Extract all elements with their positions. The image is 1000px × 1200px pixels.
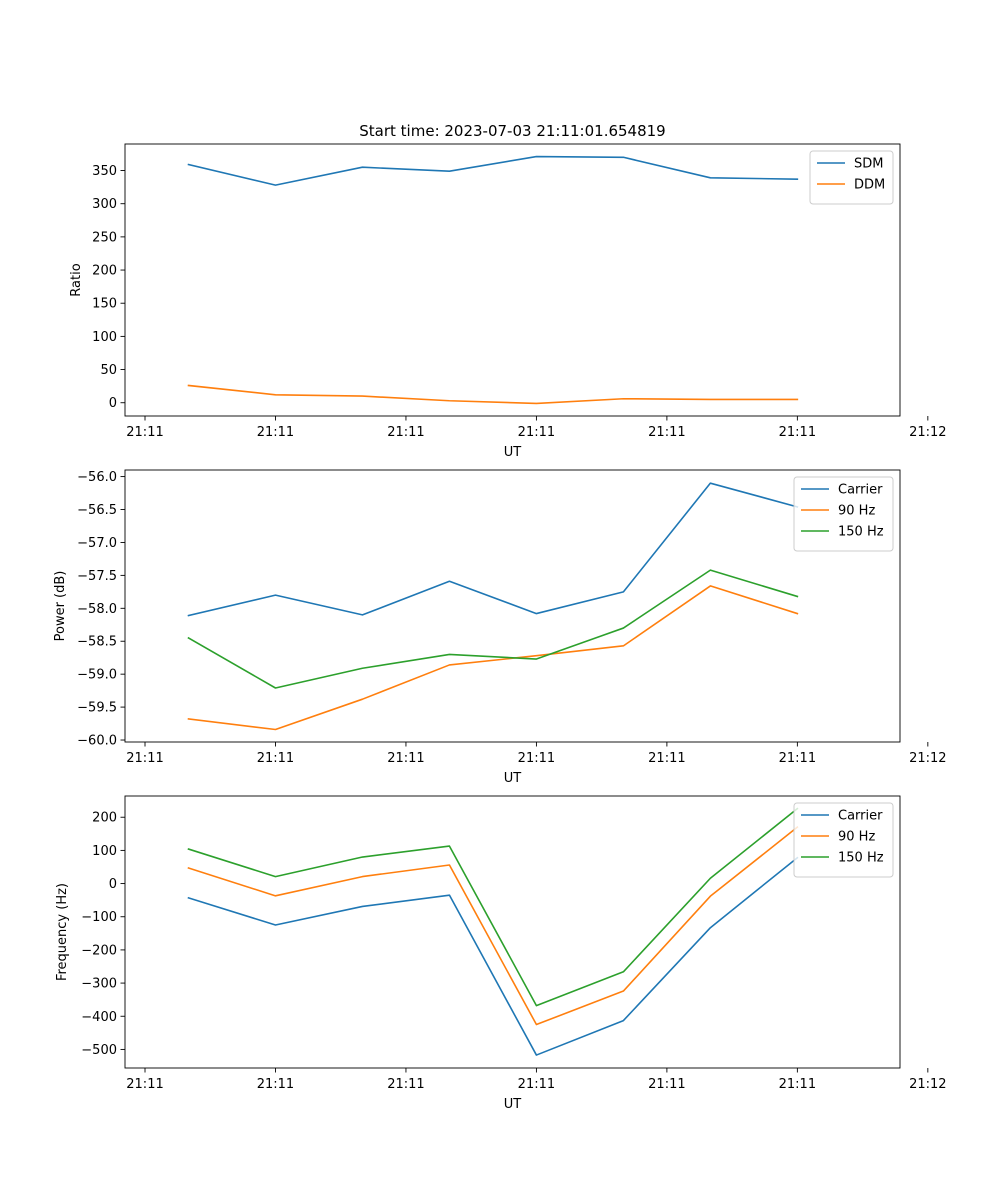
power-x-tick-label: 21:11 — [387, 751, 424, 766]
ratio-panel: 21:11 21:11 21:11 21:11 21:11 21:11 21:12 0 50 10… — [69, 143, 947, 460]
power-y-tick-label: −57.0 — [77, 536, 117, 551]
power-y-tick-label: −58.0 — [77, 602, 117, 617]
ratio-y-axis-label: Ratio — [69, 263, 84, 296]
power-panel: 21:11 21:11 21:11 21:11 21:11 21:11 21:12 −60.0… — [53, 469, 947, 786]
frequency-y-axis-label: Frequency (Hz) — [55, 883, 70, 981]
power-x-tick-label: 21:11 — [257, 751, 294, 766]
power-x-tick-label: 21:11 — [648, 751, 685, 766]
frequency-y-tick-label: 0 — [109, 877, 117, 892]
frequency-y-tick-label: −400 — [81, 1010, 117, 1025]
frequency-x-tick-label: 21:11 — [779, 1077, 816, 1092]
ratio-x-tick-label: 21:11 — [126, 425, 163, 440]
power-axes-frame — [124, 469, 901, 743]
frequency-y-tick-label: −200 — [81, 943, 117, 958]
power-y-tick-label: −60.0 — [77, 734, 117, 749]
frequency-x-tick-label: 21:11 — [126, 1077, 163, 1092]
frequency-y-tick-label: −100 — [81, 910, 117, 925]
ratio-series-line-ddm — [187, 384, 799, 405]
power-series-line-carrier — [187, 482, 799, 617]
power-x-axis-label: UT — [504, 771, 522, 786]
power-y-tick-label: −56.5 — [77, 503, 117, 518]
frequency-y-tick-label: −500 — [81, 1043, 117, 1058]
power-x-tick-label: 21:11 — [779, 751, 816, 766]
power-legend — [793, 476, 894, 552]
frequency-x-tick-label: 21:11 — [648, 1077, 685, 1092]
ratio-y-tick-label: 150 — [92, 297, 117, 312]
frequency-legend — [793, 802, 894, 878]
frequency-legend-label-150-hz: 150 Hz — [838, 851, 884, 866]
ratio-y-tick-label: 350 — [92, 164, 117, 179]
power-legend-label-carrier: Carrier — [838, 483, 883, 498]
ratio-x-tick-label: 21:11 — [648, 425, 685, 440]
ratio-y-tick-label: 300 — [92, 197, 117, 212]
frequency-legend-label-carrier: Carrier — [838, 809, 883, 824]
frequency-x-tick-label: 21:11 — [518, 1077, 555, 1092]
frequency-y-tick-label: −300 — [81, 977, 117, 992]
ratio-axes-frame — [124, 143, 901, 417]
ratio-y-tick-label: 50 — [100, 363, 117, 378]
figure-title: Start time: 2023-07-03 21:11:01.654819 — [359, 122, 665, 140]
frequency-legend-label-90-hz: 90 Hz — [838, 830, 875, 845]
frequency-axes-frame — [124, 795, 901, 1069]
frequency-x-tick-label: 21:11 — [387, 1077, 424, 1092]
power-x-tick-label: 21:11 — [126, 751, 163, 766]
ratio-legend-label-ddm: DDM — [854, 178, 885, 193]
power-y-tick-label: −57.5 — [77, 569, 117, 584]
ratio-x-tick-label: 21:11 — [387, 425, 424, 440]
ratio-series-line-sdm — [187, 155, 799, 186]
frequency-series-line-carrier — [187, 856, 799, 1056]
ratio-y-tick-label: 100 — [92, 330, 117, 345]
power-legend-label-90-hz: 90 Hz — [838, 504, 875, 519]
power-y-tick-label: −59.0 — [77, 668, 117, 683]
frequency-x-axis-label: UT — [504, 1097, 522, 1112]
ratio-x-tick-label: 21:11 — [257, 425, 294, 440]
ratio-x-tick-label: 21:11 — [518, 425, 555, 440]
ratio-x-tick-label: 21:12 — [909, 425, 946, 440]
power-y-axis-label: Power (dB) — [53, 571, 68, 642]
frequency-x-tick-label: 21:12 — [909, 1077, 946, 1092]
power-series-line-90-hz — [187, 585, 799, 731]
power-series-line-150-hz — [187, 569, 799, 689]
ratio-y-tick-label: 250 — [92, 230, 117, 245]
power-y-tick-label: −58.5 — [77, 635, 117, 650]
frequency-y-tick-label: 100 — [92, 844, 117, 859]
frequency-panel: 21:11 21:11 21:11 21:11 21:11 21:11 21:12 −500 −… — [55, 795, 947, 1112]
power-y-tick-label: −59.5 — [77, 701, 117, 716]
frequency-series-line-150-hz — [187, 807, 799, 1007]
power-x-tick-label: 21:12 — [909, 751, 946, 766]
ratio-x-axis-label: UT — [504, 445, 522, 460]
power-legend-label-150-hz: 150 Hz — [838, 525, 884, 540]
ratio-legend — [809, 150, 894, 205]
ratio-y-tick-label: 200 — [92, 264, 117, 279]
power-y-tick-label: −56.0 — [77, 470, 117, 485]
frequency-series-line-90-hz — [187, 826, 799, 1026]
ratio-x-tick-label: 21:11 — [779, 425, 816, 440]
ratio-y-tick-label: 0 — [109, 396, 117, 411]
ratio-legend-label-sdm: SDM — [854, 157, 883, 172]
frequency-x-tick-label: 21:11 — [257, 1077, 294, 1092]
frequency-y-tick-label: 200 — [92, 811, 117, 826]
power-x-tick-label: 21:11 — [518, 751, 555, 766]
